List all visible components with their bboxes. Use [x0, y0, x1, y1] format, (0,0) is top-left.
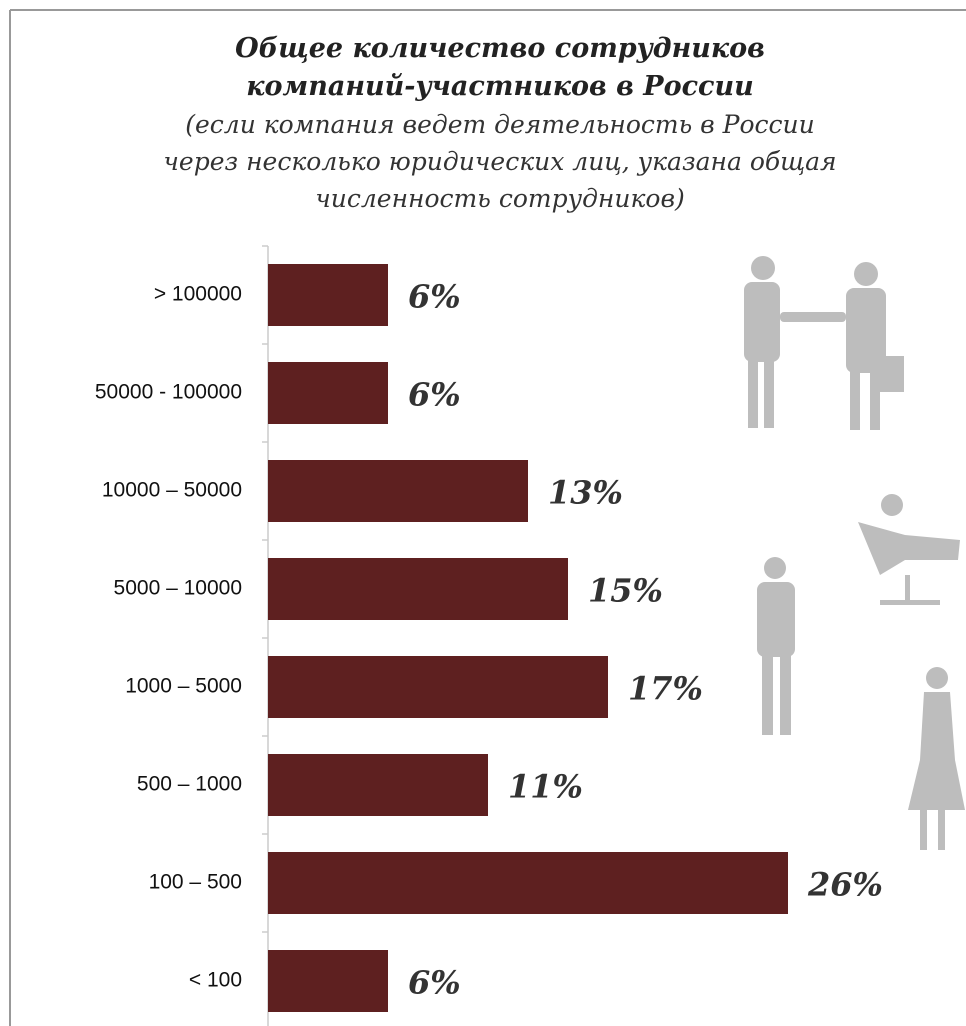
- silhouettes: [744, 256, 965, 850]
- y-tick-label: 500 – 1000: [137, 773, 242, 796]
- bar: [268, 558, 568, 620]
- y-tick-label: 1000 – 5000: [125, 675, 242, 698]
- bar: [268, 460, 528, 522]
- bar: [268, 656, 608, 718]
- y-tick-label: 50000 - 100000: [95, 381, 242, 404]
- chart-title: Общее количество сотрудников: [235, 33, 765, 64]
- chart-subtitle: численность сотрудников): [315, 184, 685, 213]
- value-label: 15%: [588, 572, 663, 610]
- bar: [268, 264, 388, 326]
- chart-subtitle: (если компания ведет деятельность в Росс…: [185, 110, 815, 139]
- y-tick-label: 5000 – 10000: [114, 577, 242, 600]
- bar: [268, 754, 488, 816]
- chart-title: компаний-участников в России: [246, 71, 754, 102]
- bar: [268, 950, 388, 1012]
- y-tick-label: 10000 – 50000: [102, 479, 242, 502]
- value-label: 6%: [408, 376, 461, 414]
- value-label: 17%: [628, 670, 703, 708]
- bar: [268, 362, 388, 424]
- y-tick-label: 100 – 500: [149, 871, 242, 894]
- value-label: 6%: [408, 964, 461, 1002]
- value-label: 13%: [548, 474, 623, 512]
- chart-subtitle: через несколько юридических лиц, указана…: [163, 147, 836, 176]
- bar: [268, 852, 788, 914]
- y-tick-label: > 100000: [154, 283, 242, 306]
- value-label: 6%: [408, 278, 461, 316]
- y-tick-label: < 100: [189, 969, 242, 992]
- value-label: 11%: [508, 768, 583, 806]
- value-label: 26%: [807, 866, 883, 904]
